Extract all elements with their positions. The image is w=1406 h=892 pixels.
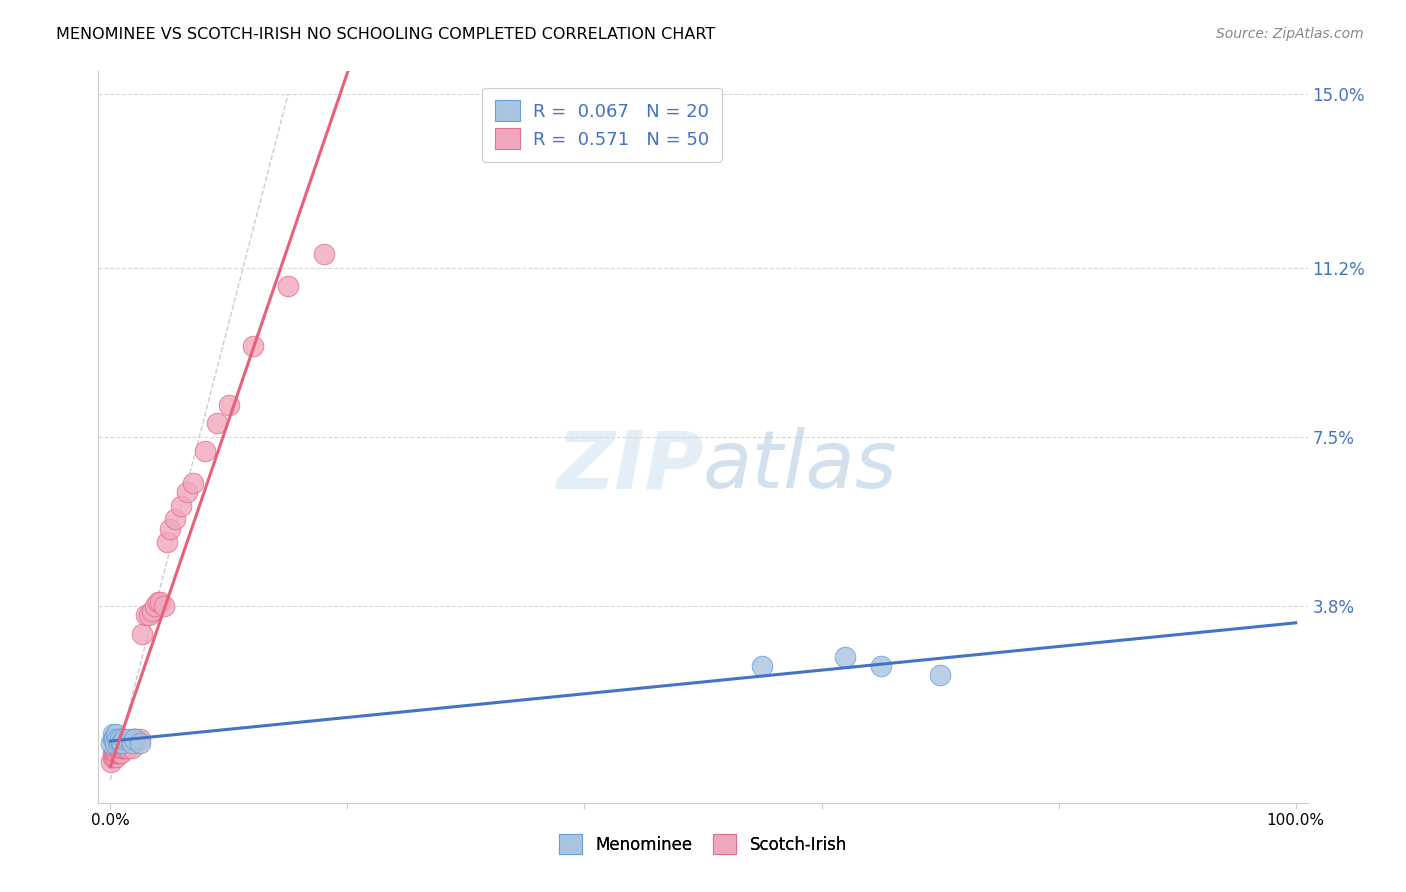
Point bbox=[110, 740, 132, 755]
Point bbox=[242, 338, 264, 352]
Point bbox=[111, 740, 134, 755]
Point bbox=[138, 608, 160, 623]
Point bbox=[751, 658, 773, 673]
Point bbox=[103, 731, 125, 746]
Point bbox=[929, 667, 952, 682]
Point bbox=[118, 736, 141, 750]
Point bbox=[104, 736, 127, 750]
Point bbox=[120, 736, 142, 750]
Point bbox=[121, 740, 143, 755]
Point bbox=[194, 443, 217, 458]
Point bbox=[101, 731, 124, 746]
Point bbox=[107, 746, 129, 760]
Point bbox=[125, 731, 148, 746]
Point bbox=[104, 746, 127, 760]
Point bbox=[149, 594, 172, 608]
Point bbox=[115, 736, 138, 750]
Point bbox=[114, 731, 136, 746]
Point bbox=[834, 649, 856, 664]
Text: MENOMINEE VS SCOTCH-IRISH NO SCHOOLING COMPLETED CORRELATION CHART: MENOMINEE VS SCOTCH-IRISH NO SCHOOLING C… bbox=[56, 27, 716, 42]
Text: atlas: atlas bbox=[703, 427, 898, 506]
Point bbox=[129, 731, 152, 746]
Point bbox=[121, 731, 143, 746]
Point bbox=[103, 750, 125, 764]
Point bbox=[146, 594, 169, 608]
Point bbox=[152, 599, 174, 614]
Point bbox=[100, 755, 122, 769]
Point bbox=[114, 740, 136, 755]
Point bbox=[122, 731, 145, 746]
Point bbox=[117, 740, 139, 755]
Point bbox=[104, 740, 127, 755]
Point bbox=[103, 746, 125, 760]
Point bbox=[108, 731, 131, 746]
Point bbox=[107, 740, 129, 755]
Point bbox=[135, 608, 157, 623]
Legend: Menominee, Scotch-Irish: Menominee, Scotch-Irish bbox=[553, 828, 853, 860]
Point bbox=[121, 736, 143, 750]
Point bbox=[129, 736, 152, 750]
Point bbox=[110, 746, 132, 760]
Point bbox=[141, 604, 163, 618]
Point bbox=[156, 535, 179, 549]
Text: Source: ZipAtlas.com: Source: ZipAtlas.com bbox=[1216, 27, 1364, 41]
Point bbox=[110, 736, 132, 750]
Text: ZIP: ZIP bbox=[555, 427, 703, 506]
Point bbox=[108, 746, 131, 760]
Point bbox=[105, 750, 128, 764]
Point bbox=[105, 727, 128, 741]
Point bbox=[114, 740, 136, 755]
Point bbox=[100, 736, 122, 750]
Point bbox=[101, 746, 124, 760]
Point bbox=[869, 658, 891, 673]
Point bbox=[131, 626, 153, 640]
Point bbox=[312, 247, 335, 261]
Point bbox=[105, 731, 128, 746]
Point bbox=[143, 599, 166, 614]
Point bbox=[218, 398, 240, 412]
Point bbox=[107, 736, 129, 750]
Point bbox=[181, 475, 204, 490]
Point bbox=[101, 727, 124, 741]
Point bbox=[101, 750, 124, 764]
Point bbox=[105, 746, 128, 760]
Point bbox=[176, 485, 198, 500]
Point bbox=[205, 417, 228, 431]
Point bbox=[277, 279, 299, 293]
Point bbox=[159, 521, 181, 535]
Point bbox=[122, 731, 145, 746]
Point bbox=[170, 499, 193, 513]
Point bbox=[117, 731, 139, 746]
Point bbox=[112, 736, 135, 750]
Point bbox=[165, 512, 187, 526]
Point bbox=[108, 740, 131, 755]
Point bbox=[105, 746, 128, 760]
Y-axis label: No Schooling Completed: No Schooling Completed bbox=[0, 343, 7, 532]
Point bbox=[105, 740, 128, 755]
Point bbox=[111, 736, 134, 750]
